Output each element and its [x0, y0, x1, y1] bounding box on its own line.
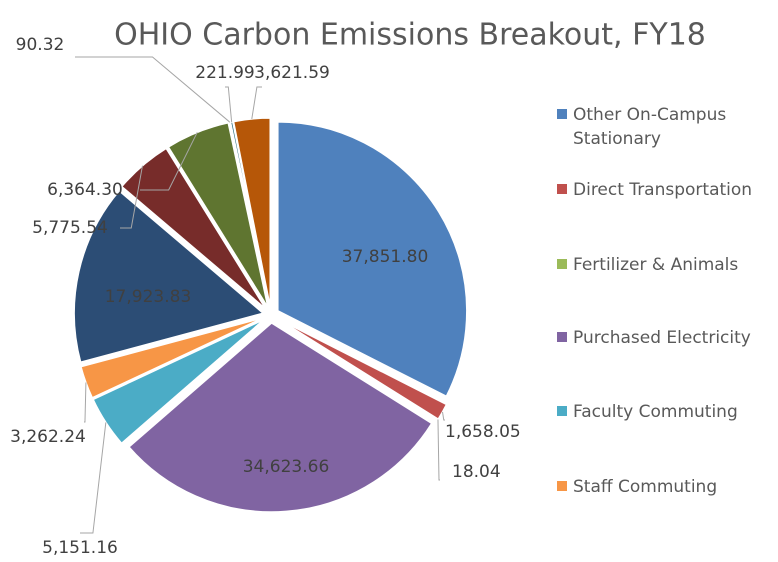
leader-line — [437, 419, 440, 481]
legend-swatch — [557, 184, 567, 194]
pie-slice — [73, 189, 265, 364]
data-label: 18.04 — [452, 462, 501, 482]
legend-swatch — [557, 406, 567, 416]
legend-swatch — [557, 332, 567, 342]
leader-line — [75, 56, 231, 123]
data-label: 17,923.83 — [105, 287, 192, 307]
data-label: 90.32 — [16, 35, 65, 55]
data-label: 5,151.16 — [42, 538, 118, 558]
data-label: 37,851.80 — [342, 247, 429, 267]
legend-entry: Purchased Electricity — [557, 326, 778, 350]
legend-entry: Other On-Campus Stationary — [557, 103, 778, 151]
legend-swatch — [557, 259, 567, 269]
legend-entry: Direct Transportation — [557, 178, 778, 202]
data-label: 34,623.66 — [243, 457, 330, 477]
data-label: 6,364.30 — [47, 180, 123, 200]
legend-swatch — [557, 481, 567, 491]
legend-label: Staff Commuting — [573, 477, 718, 497]
legend-label: Faculty Commuting — [573, 402, 738, 422]
legend-entry: Faculty Commuting — [557, 400, 778, 424]
chart-title: OHIO Carbon Emissions Breakout, FY18 — [114, 18, 706, 53]
data-label: 221.99 — [195, 63, 254, 83]
legend-swatch — [557, 109, 567, 119]
legend-label: Purchased Electricity — [573, 328, 751, 348]
legend-label: Fertilizer & Animals — [573, 255, 739, 275]
leader-line — [140, 132, 198, 191]
data-label: 3,262.24 — [10, 427, 86, 447]
legend-label: Other On-Campus Stationary — [573, 105, 727, 149]
pie-slice — [277, 121, 468, 398]
leader-line — [225, 86, 233, 123]
pie-slice — [92, 318, 265, 445]
leader-line — [442, 411, 445, 421]
leader-line — [84, 382, 87, 423]
leader-line — [80, 422, 107, 534]
leader-line — [120, 165, 143, 229]
leader-line — [251, 86, 262, 120]
pie-slice — [120, 147, 267, 310]
data-label: 5,775.54 — [32, 218, 108, 238]
legend-entry: Fertilizer & Animals — [557, 253, 778, 277]
data-label: 1,658.05 — [445, 422, 521, 442]
legend-label: Direct Transportation — [573, 180, 753, 200]
data-label: 3,621.59 — [254, 63, 330, 83]
pie-slice — [127, 322, 433, 513]
legend-entry: Staff Commuting — [557, 475, 778, 499]
